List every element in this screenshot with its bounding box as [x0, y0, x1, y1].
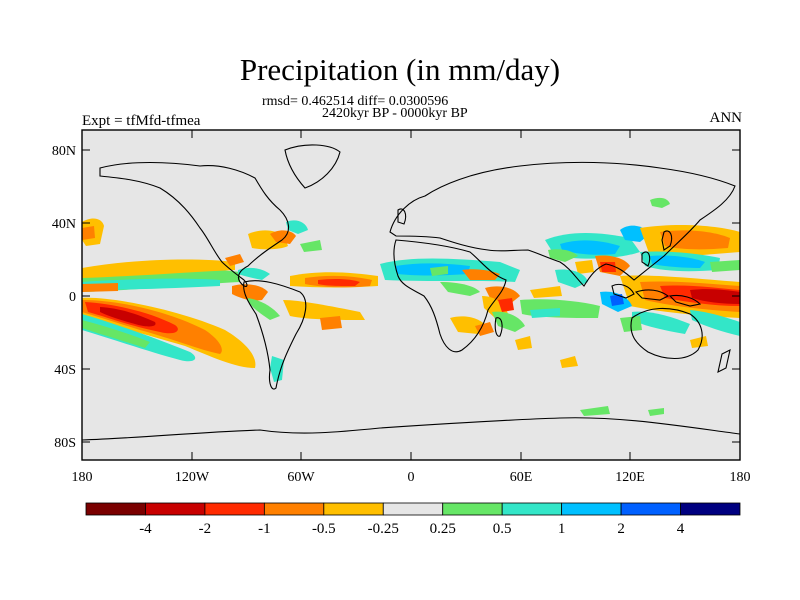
colorbar-label: 0.25 — [430, 521, 456, 537]
lat-label-0: 0 — [69, 290, 76, 305]
rmsd-diff-stats: rmsd= 0.462514 diff= 0.0300596 — [262, 94, 449, 109]
lon-label-180w: 180 — [72, 470, 93, 485]
experiment-label: Expt = tfMfd-tfmea — [82, 113, 201, 129]
colorbar: -4 -2 -1 -0.5 -0.25 0.25 0.5 1 2 4 — [85, 502, 741, 537]
colorbar-label: -0.5 — [312, 521, 336, 537]
colorbar-swatch — [680, 502, 741, 516]
colorbar-label: 0.5 — [493, 521, 512, 537]
colorbar-swatch — [85, 502, 146, 516]
colorbar-swatch — [620, 502, 681, 516]
time-period: 2420kyr BP - 0000kyr BP — [322, 106, 468, 121]
lat-label-80n: 80N — [52, 144, 76, 159]
anomaly-field — [82, 197, 740, 416]
lat-ticks — [82, 149, 740, 443]
colorbar-label: 2 — [617, 521, 625, 537]
colorbar-label: -4 — [139, 521, 152, 537]
colorbar-swatch — [442, 502, 503, 516]
colorbar-swatch — [204, 502, 265, 516]
season-label: ANN — [709, 110, 743, 126]
lon-label-60e: 60E — [510, 470, 533, 485]
colorbar-swatch — [382, 502, 444, 516]
lon-label-120w: 120W — [175, 470, 210, 485]
lat-label-40n: 40N — [52, 217, 76, 232]
colorbar-swatch — [561, 502, 622, 516]
colorbar-swatch — [501, 502, 563, 516]
lat-label-40s: 40S — [54, 363, 76, 378]
colorbar-label: -0.25 — [368, 521, 399, 537]
colorbar-label: -2 — [199, 521, 212, 537]
colorbar-label: 1 — [558, 521, 566, 537]
lon-label-60w: 60W — [287, 470, 315, 485]
lon-label-180e: 180 — [730, 470, 751, 485]
colorbar-label: -1 — [258, 521, 271, 537]
colorbar-label: 4 — [677, 521, 685, 537]
plot-title: Precipitation (in mm/day) — [239, 52, 561, 87]
lon-label-120e: 120E — [615, 470, 645, 485]
lon-ticks — [81, 130, 741, 460]
coastlines — [82, 144, 740, 441]
colorbar-swatch — [145, 502, 206, 516]
colorbar-swatch — [323, 502, 384, 516]
colorbar-swatch — [263, 502, 325, 516]
lat-label-80s: 80S — [54, 436, 76, 451]
lon-label-0: 0 — [408, 470, 415, 485]
